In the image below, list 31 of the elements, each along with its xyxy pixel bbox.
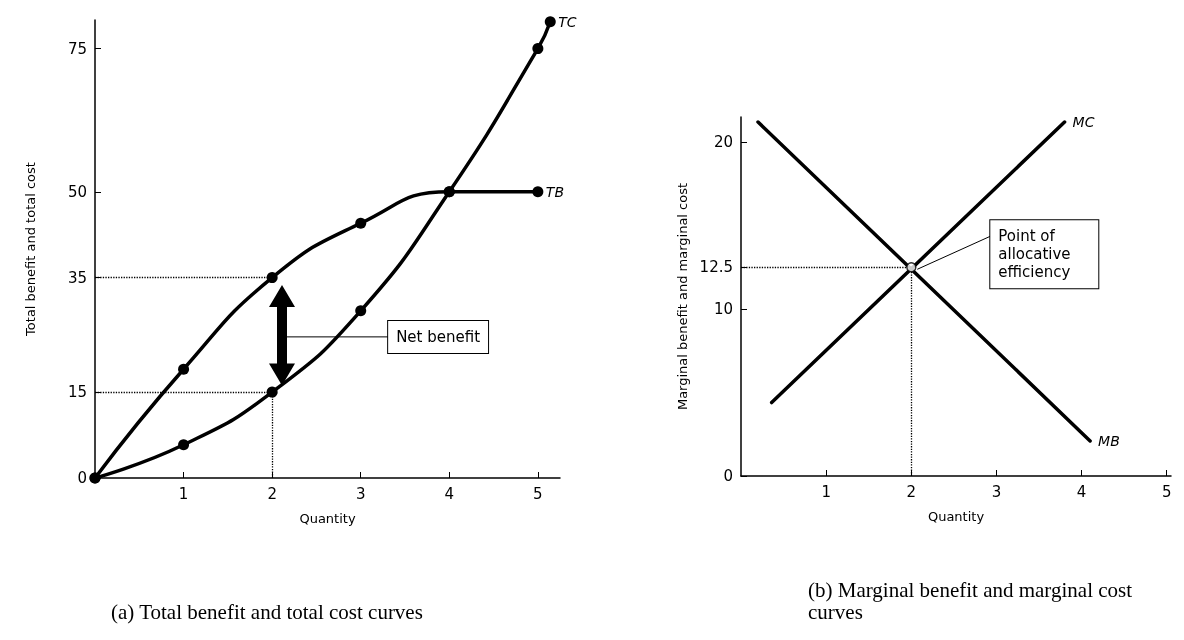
x-tick-label: 1 [821,482,831,501]
x-axis-title: Quantity [927,509,985,524]
text: (a) Total benefit and total cost curves [111,600,423,624]
y-tick-label: 50 [67,182,87,201]
x-tick-label: 2 [267,484,277,503]
y-tick-label: 12.5 [699,258,733,277]
series-label: TC [558,13,577,30]
y-tick-label: 15 [67,383,87,402]
y-tick-label: 20 [713,133,733,152]
x-tick-label: 5 [1161,482,1172,501]
x-tick-label: 5 [533,484,543,503]
y-tick-label: 10 [713,300,733,319]
annotation: Net benefit [396,327,481,346]
y-tick-label: 0 [723,467,733,485]
x-tick-label: 3 [991,482,1002,501]
y-axis-title: Total benefit and total cost [23,162,38,337]
x-axis-title: Quantity [299,511,356,526]
y-axis-title: Marginal benefit and marginal cost [674,182,690,411]
text: (b) Marginal benefit and marginal cost curves [808,578,1138,624]
x-tick-label: 2 [906,482,917,501]
series-label: MB [1098,432,1120,449]
annotation: Point of allocative efficiency [998,227,1076,282]
x-tick-label: 1 [178,484,189,503]
y-tick-label: 35 [67,268,87,287]
y-tick-label: 0 [77,469,87,487]
y-tick-label: 75 [67,39,87,58]
x-tick-label: 4 [1076,482,1087,501]
series-label: TB [545,183,565,200]
series-label: MC [1072,114,1095,131]
x-tick-label: 4 [444,484,455,503]
x-tick-label: 3 [355,484,366,503]
